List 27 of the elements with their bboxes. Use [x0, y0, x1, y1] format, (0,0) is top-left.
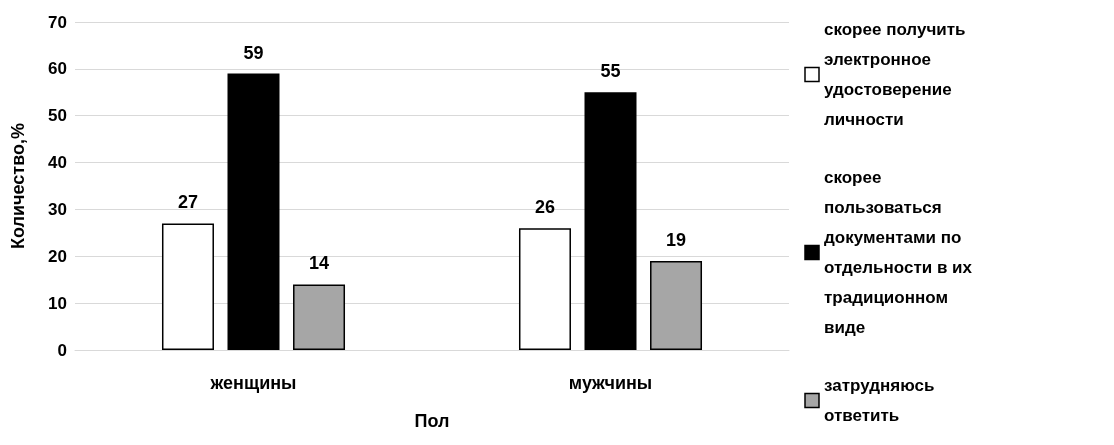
legend-label: затрудняюсь ответить — [824, 376, 940, 425]
y-tick-label: 60 — [48, 59, 67, 79]
x-axis-title: Пол — [414, 411, 450, 431]
x-tick-label: мужчины — [568, 373, 653, 393]
y-tick-label: 50 — [48, 106, 67, 126]
legend-label: скорее получить электронное удостоверение личности — [824, 20, 971, 129]
data-label: 59 — [243, 42, 264, 63]
y-tick-label: 30 — [48, 199, 67, 219]
data-label: 14 — [309, 253, 330, 274]
legend-label: скорее пользоваться документами по отдельности в их традиционном виде — [824, 168, 977, 337]
data-label: 27 — [177, 192, 198, 213]
bar — [161, 223, 214, 350]
y-tick-label: 0 — [57, 340, 67, 360]
data-label: 55 — [600, 61, 621, 82]
y-tick-label: 10 — [48, 293, 67, 313]
y-axis-title: Количество,% — [8, 123, 28, 249]
data-label: 26 — [534, 197, 555, 218]
y-tick-label: 40 — [48, 153, 67, 173]
data-label: 19 — [666, 229, 687, 250]
y-tick-label: 20 — [48, 246, 67, 266]
y-tick-label: 70 — [48, 12, 67, 32]
bar — [650, 260, 703, 350]
x-tick-label: женщины — [209, 373, 297, 393]
bar — [518, 228, 571, 350]
bar — [293, 284, 346, 350]
bar — [227, 73, 280, 350]
bar — [584, 92, 637, 350]
